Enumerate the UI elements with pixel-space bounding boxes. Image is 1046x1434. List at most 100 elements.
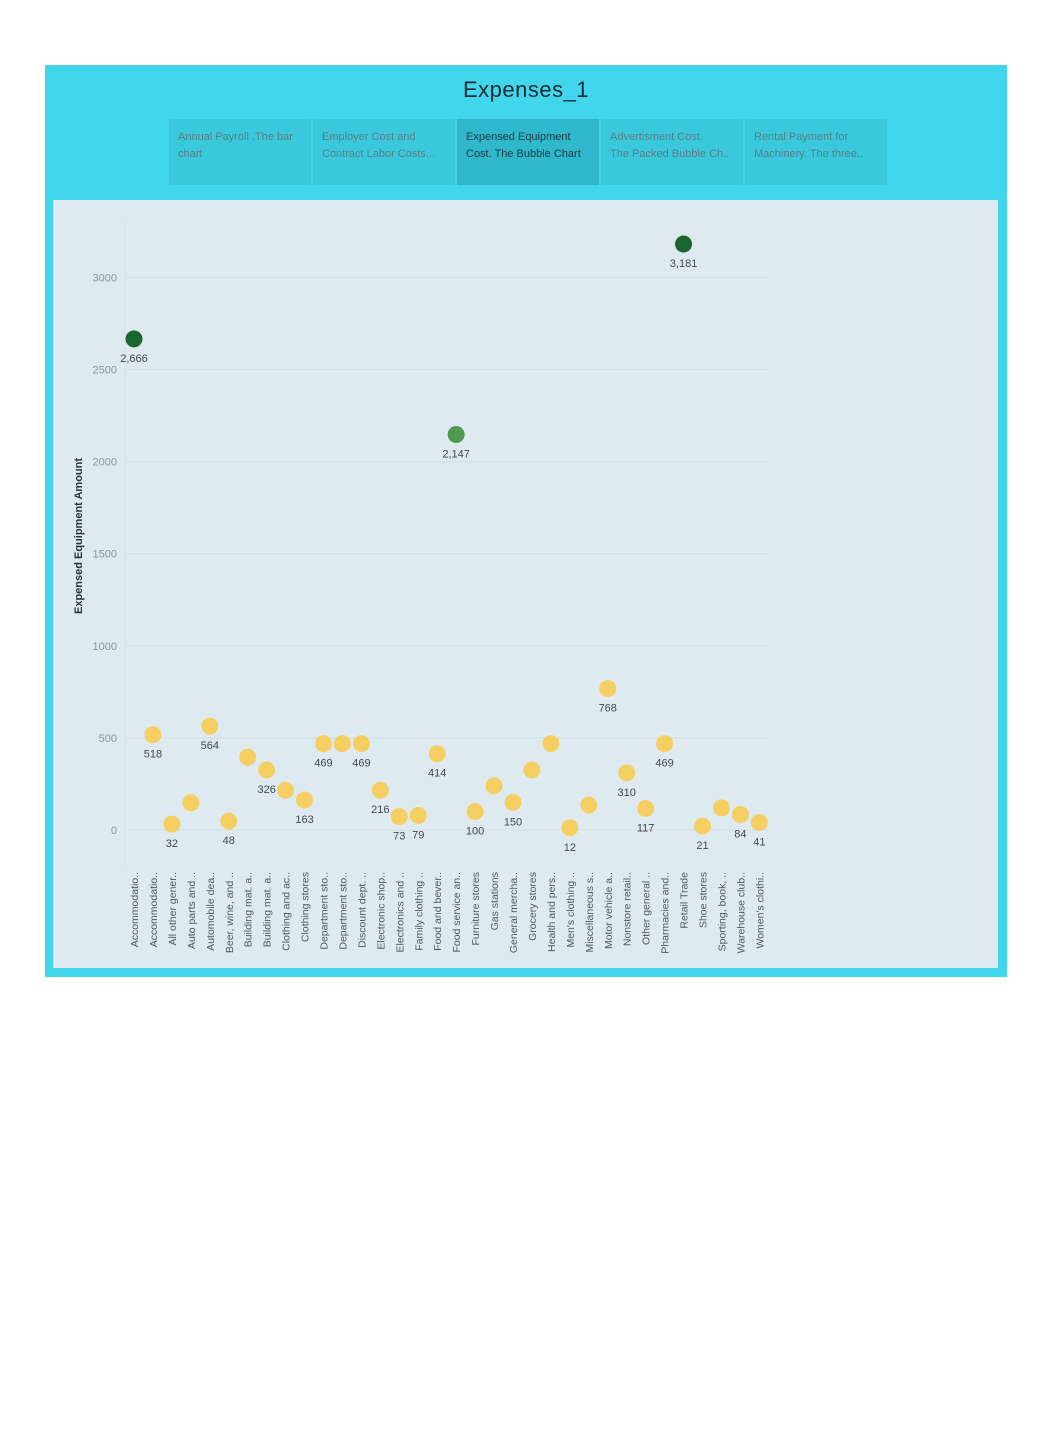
dashboard-title: Expenses_1 <box>462 77 590 102</box>
x-category-label: Auto parts and .. <box>186 872 198 949</box>
x-category-label: Department sto.. <box>319 872 331 950</box>
bubble[interactable] <box>580 796 598 814</box>
x-category-label: Motor vehicle a.. <box>603 872 615 949</box>
x-category-label: Electronic shop.. <box>375 872 387 950</box>
y-tick-label: 500 <box>99 733 117 745</box>
tab-label-line1: Advertisment Cost. <box>610 131 703 143</box>
data-label: 469 <box>352 758 370 770</box>
data-label: 310 <box>618 787 636 799</box>
y-tick-label: 1000 <box>93 641 117 653</box>
bubble[interactable] <box>656 735 674 753</box>
data-label: 564 <box>201 740 219 752</box>
x-category-label: Electronics and .. <box>394 872 406 953</box>
bubble[interactable] <box>599 680 617 698</box>
bubble[interactable] <box>201 717 219 735</box>
dashboard-frame: Expenses_1 Annual Payroll .The bar chart… <box>45 65 1007 977</box>
x-category-label: Department sto.. <box>337 872 349 950</box>
data-label: 2,147 <box>442 449 470 461</box>
tab-advertisment-cost[interactable]: Advertisment Cost. The Packed Bubble Ch.… <box>601 119 743 185</box>
x-category-label: Food service an.. <box>451 872 463 953</box>
bubble[interactable] <box>409 806 427 824</box>
data-label: 84 <box>734 829 746 841</box>
bubble[interactable] <box>315 735 332 753</box>
data-label: 216 <box>371 804 389 816</box>
data-label: 414 <box>428 768 446 780</box>
x-category-label: Grocery stores <box>527 872 539 941</box>
bubble[interactable] <box>750 813 768 831</box>
x-category-label: Building mat. a.. <box>262 872 274 947</box>
tab-employer-cost[interactable]: Employer Cost and Contract Labor Costs..… <box>313 119 455 185</box>
bubble[interactable] <box>277 781 295 799</box>
data-label: 48 <box>223 835 235 847</box>
bubble[interactable] <box>296 791 314 809</box>
x-category-label: Gas stations <box>489 872 501 930</box>
data-label: 73 <box>393 831 405 843</box>
bubble[interactable] <box>618 764 636 782</box>
tab-label-line1: Employer Cost and <box>322 131 416 143</box>
bubble[interactable] <box>258 761 276 779</box>
bubble[interactable] <box>428 745 446 763</box>
x-category-label: Family clothing .. <box>413 872 425 951</box>
bubble[interactable] <box>637 799 655 817</box>
x-category-label: Sporting, book, .. <box>716 872 728 951</box>
bubble[interactable] <box>352 735 370 753</box>
x-category-label: Retail Trade <box>679 872 691 929</box>
data-label: 41 <box>753 836 765 848</box>
y-tick-label: 0 <box>111 825 117 837</box>
bubble[interactable] <box>163 815 181 833</box>
x-category-label: Men's clothing .. <box>565 872 577 948</box>
data-label: 21 <box>696 840 708 852</box>
x-axis-categories: Accommodatio.. Accommodatio.. All other ge… <box>129 872 766 954</box>
data-label: 469 <box>314 758 332 770</box>
bubble[interactable] <box>504 793 522 811</box>
data-label: 12 <box>564 842 576 854</box>
bubble[interactable] <box>390 808 408 826</box>
x-category-label: Food and bever.. <box>432 872 444 951</box>
bubble[interactable] <box>333 735 351 753</box>
bubbles <box>125 235 768 837</box>
x-category-label: Automobile dea.. <box>205 872 217 951</box>
bubble[interactable] <box>447 426 465 444</box>
data-label: 326 <box>257 784 275 796</box>
tab-annual-payroll[interactable]: Annual Payroll .The bar chart <box>169 119 311 185</box>
bubble-chart: Expensed Equipment Amount 0 500 1000 1500 20… <box>73 222 768 954</box>
x-category-label: Building mat. a.. <box>243 872 255 947</box>
y-axis-ticks: 0 500 1000 1500 2000 2500 3000 <box>93 272 117 837</box>
bubble[interactable] <box>125 330 143 348</box>
bubble[interactable] <box>712 799 730 817</box>
data-label: 518 <box>144 749 162 761</box>
data-label: 3,181 <box>670 258 698 270</box>
bubble[interactable] <box>694 817 711 835</box>
bubble[interactable] <box>239 748 257 766</box>
tab-label-line2: Machinery. The three.. <box>754 148 864 160</box>
bubble[interactable] <box>542 735 560 753</box>
tab-label-line2: The Packed Bubble Ch.. <box>610 148 730 160</box>
bubble[interactable] <box>523 761 541 779</box>
x-category-label: Pharmacies and.. <box>660 872 672 954</box>
tab-rental-payment[interactable]: Rental Payment for Machinery. The three.… <box>745 119 887 185</box>
data-label: 469 <box>655 758 673 770</box>
story-tabs: Annual Payroll .The bar chart Employer C… <box>169 119 889 185</box>
bubble[interactable] <box>675 235 693 253</box>
bubble[interactable] <box>144 726 162 744</box>
bubble[interactable] <box>466 803 484 821</box>
y-tick-label: 3000 <box>93 272 117 284</box>
bubble[interactable] <box>561 819 579 837</box>
data-label: 163 <box>295 814 313 826</box>
bubble[interactable] <box>182 794 200 812</box>
bubble[interactable] <box>371 781 389 799</box>
bubble[interactable] <box>220 812 238 830</box>
bubble[interactable] <box>485 777 503 795</box>
y-tick-label: 1500 <box>93 549 117 561</box>
bubble[interactable] <box>731 806 749 824</box>
tab-expensed-equipment[interactable]: Expensed Equipment Cost. The Bubble Char… <box>457 119 599 185</box>
x-category-label: Accommodatio.. <box>148 872 160 947</box>
x-category-label: Nonstore retail.. <box>622 872 634 946</box>
x-category-label: Accommodatio.. <box>129 872 141 947</box>
x-category-label: Women's clothi.. <box>754 872 766 949</box>
tab-label-line1: Annual Payroll .The bar <box>178 131 293 143</box>
data-label: 2,666 <box>120 353 148 365</box>
data-label: 100 <box>466 826 484 838</box>
data-label: 150 <box>504 816 522 828</box>
x-category-label: All other gener.. <box>167 872 179 946</box>
